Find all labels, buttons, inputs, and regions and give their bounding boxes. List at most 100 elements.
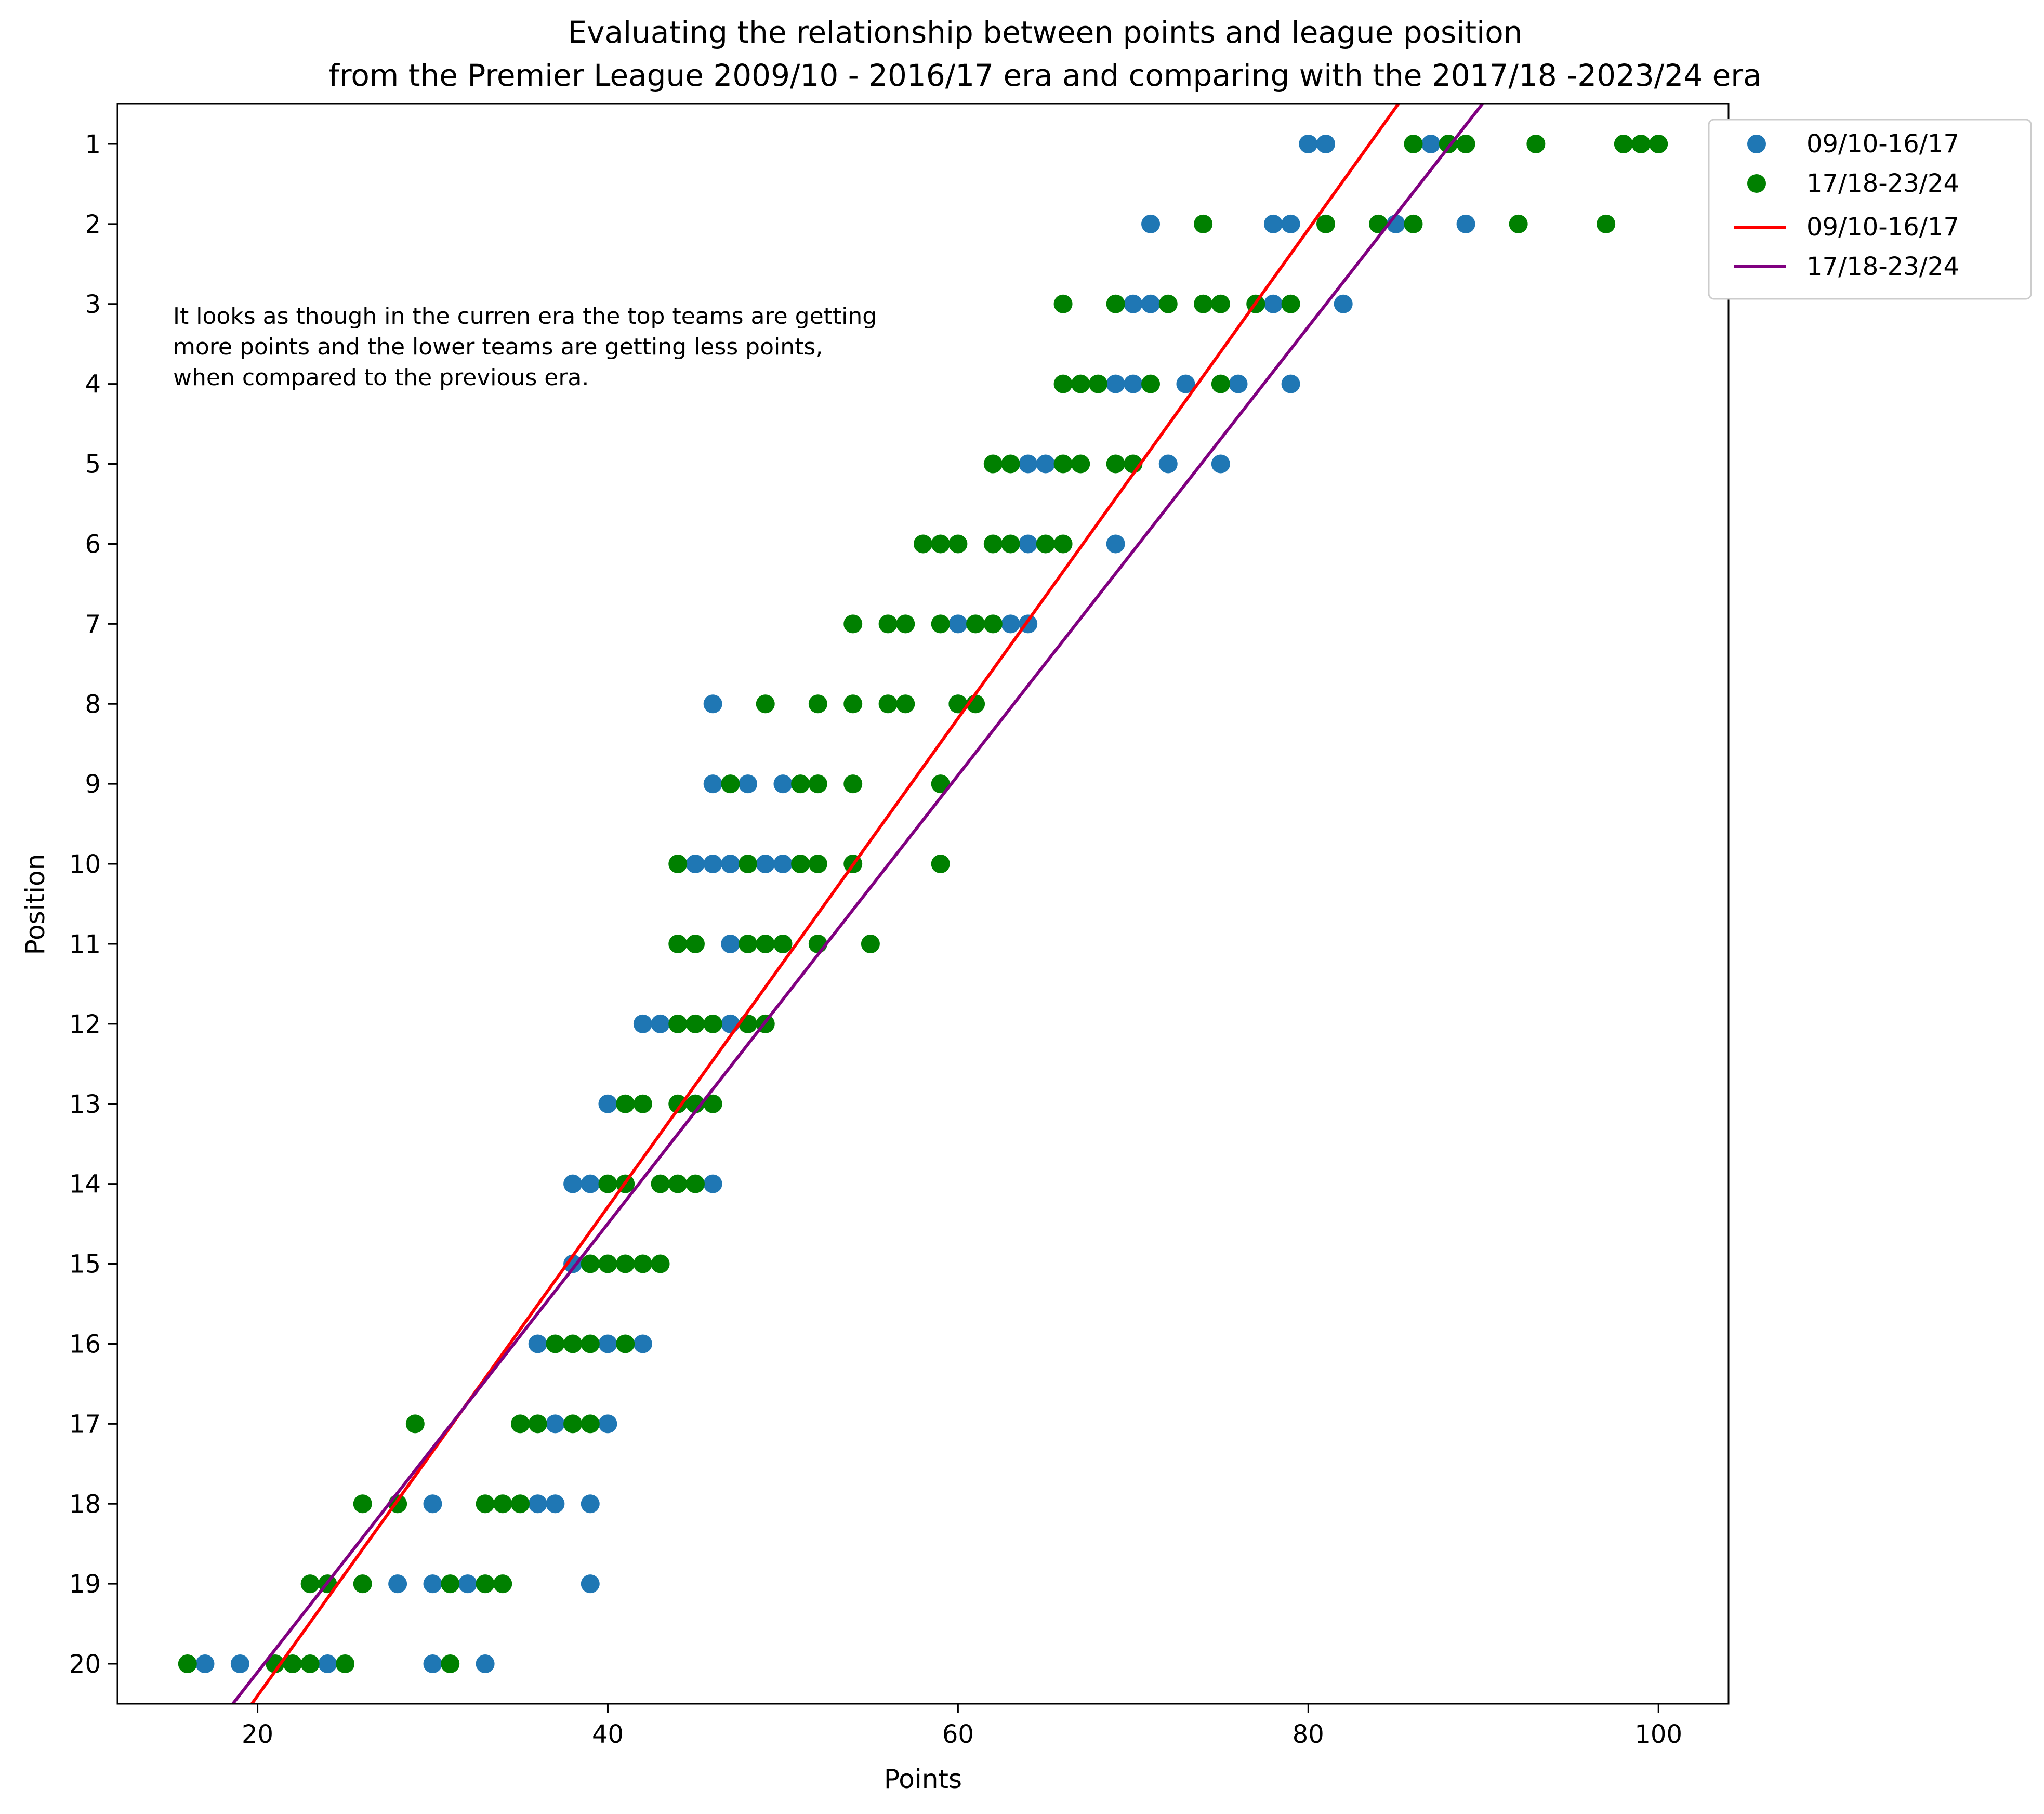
point-series-2-25 — [1211, 374, 1230, 393]
point-series-1-27 — [703, 694, 722, 714]
legend: 09/10-16/17 17/18-23/24 09/10-16/17 17/1… — [1708, 119, 2032, 300]
y-tick-label-2: 2 — [85, 210, 101, 239]
point-series-1-61 — [195, 1654, 215, 1674]
point-series-1-10 — [1141, 294, 1161, 313]
point-series-2-30 — [1106, 454, 1125, 474]
point-series-2-79 — [703, 1094, 722, 1113]
point-series-2-56 — [931, 774, 950, 794]
legend-label-2: 17/18-23/24 — [1806, 169, 1959, 198]
point-series-2-77 — [668, 1094, 688, 1113]
point-series-1-15 — [1176, 374, 1195, 393]
point-series-1-55 — [546, 1494, 565, 1514]
y-tick-label-14: 14 — [69, 1170, 101, 1199]
point-series-1-14 — [1124, 374, 1143, 393]
point-series-1-50 — [633, 1334, 652, 1353]
point-series-1-39 — [633, 1014, 652, 1033]
point-series-2-114 — [336, 1654, 355, 1674]
point-series-2-13 — [1597, 214, 1616, 233]
point-series-2-50 — [948, 694, 968, 714]
point-series-1-2 — [1316, 134, 1335, 153]
point-series-2-66 — [756, 934, 775, 953]
point-series-1-21 — [1211, 454, 1230, 474]
point-series-1-49 — [598, 1334, 617, 1353]
point-series-1-35 — [756, 855, 775, 874]
legend-marker-scatter-2 — [1747, 174, 1766, 193]
point-series-1-8 — [1456, 214, 1475, 233]
y-tick-label-12: 12 — [69, 1010, 101, 1039]
point-series-1-47 — [563, 1254, 583, 1273]
point-series-2-35 — [983, 534, 1003, 554]
point-series-2-64 — [685, 934, 705, 953]
point-series-2-36 — [1001, 534, 1020, 554]
point-series-2-39 — [843, 614, 863, 634]
point-series-2-48 — [878, 694, 898, 714]
y-tick-label-4: 4 — [85, 370, 101, 399]
point-series-2-32 — [914, 534, 932, 554]
point-series-2-22 — [1071, 374, 1090, 393]
point-series-2-28 — [1053, 454, 1073, 474]
y-tick-label-3: 3 — [85, 290, 101, 319]
point-series-2-106 — [353, 1574, 372, 1594]
point-series-2-42 — [931, 614, 950, 634]
point-series-1-58 — [423, 1574, 442, 1594]
point-series-2-20 — [1281, 294, 1300, 313]
chart-title: Evaluating the relationship between poin… — [568, 15, 1523, 50]
point-series-1-3 — [1421, 134, 1441, 153]
point-series-1-34 — [721, 855, 740, 874]
point-series-1-44 — [563, 1174, 583, 1193]
y-tick-label-17: 17 — [69, 1410, 101, 1439]
point-series-2-96 — [528, 1414, 547, 1434]
point-series-1-40 — [651, 1014, 670, 1033]
point-series-2-88 — [633, 1254, 652, 1273]
point-series-2-6 — [1631, 134, 1651, 153]
point-series-1-36 — [773, 855, 793, 874]
point-series-2-113 — [300, 1654, 320, 1674]
legend-label-4: 17/18-23/24 — [1806, 252, 1959, 281]
point-series-2-102 — [493, 1494, 512, 1514]
point-series-1-33 — [703, 855, 722, 874]
legend-marker-scatter-1 — [1747, 135, 1766, 153]
point-series-1-17 — [1281, 374, 1300, 393]
point-series-1-24 — [948, 614, 968, 634]
point-series-2-11 — [1404, 214, 1423, 233]
point-series-1-46 — [703, 1174, 722, 1193]
point-series-2-89 — [651, 1254, 670, 1273]
point-series-2-1 — [1404, 134, 1423, 153]
point-series-1-48 — [528, 1334, 547, 1353]
point-series-1-53 — [423, 1494, 442, 1514]
x-tick-label-40: 40 — [592, 1720, 624, 1749]
point-series-1-12 — [1334, 294, 1353, 313]
point-series-2-45 — [756, 694, 775, 714]
point-series-1-30 — [739, 774, 758, 794]
point-series-2-59 — [791, 855, 810, 874]
y-tick-label-6: 6 — [85, 530, 101, 559]
point-series-2-16 — [1158, 294, 1178, 313]
trend-line-3 — [249, 104, 1401, 1704]
point-series-1-64 — [423, 1654, 442, 1674]
point-series-1-54 — [528, 1494, 547, 1514]
legend-frame — [1708, 119, 2032, 300]
x-tick-label-100: 100 — [1634, 1720, 1682, 1749]
point-series-1-41 — [721, 1014, 740, 1033]
point-series-2-103 — [511, 1494, 530, 1514]
point-series-2-87 — [616, 1254, 635, 1273]
annotation-line-2: more points and the lower teams are gett… — [173, 334, 823, 360]
point-series-2-84 — [685, 1174, 705, 1193]
point-series-2-55 — [843, 774, 863, 794]
point-series-2-7 — [1649, 134, 1668, 153]
y-tick-label-10: 10 — [69, 850, 101, 879]
point-series-1-23 — [1106, 534, 1125, 554]
point-series-2-21 — [1053, 374, 1073, 393]
y-tick-label-16: 16 — [69, 1330, 101, 1359]
y-tick-label-13: 13 — [69, 1090, 101, 1119]
point-series-2-80 — [598, 1174, 617, 1193]
point-series-2-43 — [966, 614, 985, 634]
point-series-2-5 — [1614, 134, 1633, 153]
point-series-2-26 — [983, 454, 1003, 474]
point-series-1-37 — [721, 934, 740, 953]
y-tick-label-20: 20 — [69, 1650, 101, 1679]
y-tick-label-15: 15 — [69, 1250, 101, 1279]
point-series-1-20 — [1158, 454, 1178, 474]
point-series-2-111 — [266, 1654, 285, 1674]
point-series-1-9 — [1124, 294, 1143, 313]
